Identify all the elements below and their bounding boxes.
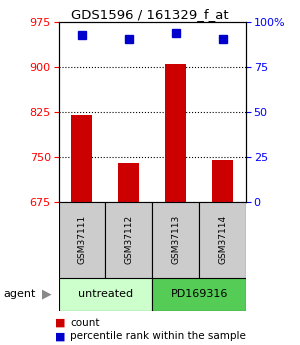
Text: GSM37114: GSM37114	[218, 215, 227, 264]
Text: count: count	[70, 318, 100, 327]
Text: untreated: untreated	[78, 289, 133, 299]
Text: ■: ■	[55, 318, 65, 327]
Bar	[58, 278, 152, 310]
Bar	[212, 160, 233, 202]
Bar	[71, 115, 92, 202]
Bar	[199, 202, 246, 278]
Text: GSM37111: GSM37111	[77, 215, 86, 264]
Bar	[118, 163, 140, 202]
Text: GSM37112: GSM37112	[124, 215, 133, 264]
Text: GSM37113: GSM37113	[171, 215, 180, 264]
Text: percentile rank within the sample: percentile rank within the sample	[70, 332, 246, 341]
Text: ■: ■	[55, 332, 65, 341]
Text: ▶: ▶	[42, 288, 51, 300]
Text: PD169316: PD169316	[170, 289, 228, 299]
Bar	[58, 202, 105, 278]
Bar	[152, 202, 199, 278]
Bar	[165, 64, 186, 202]
Bar	[105, 202, 152, 278]
Bar	[152, 278, 246, 310]
Text: agent: agent	[3, 289, 35, 299]
Text: GDS1596 / 161329_f_at: GDS1596 / 161329_f_at	[71, 8, 229, 21]
